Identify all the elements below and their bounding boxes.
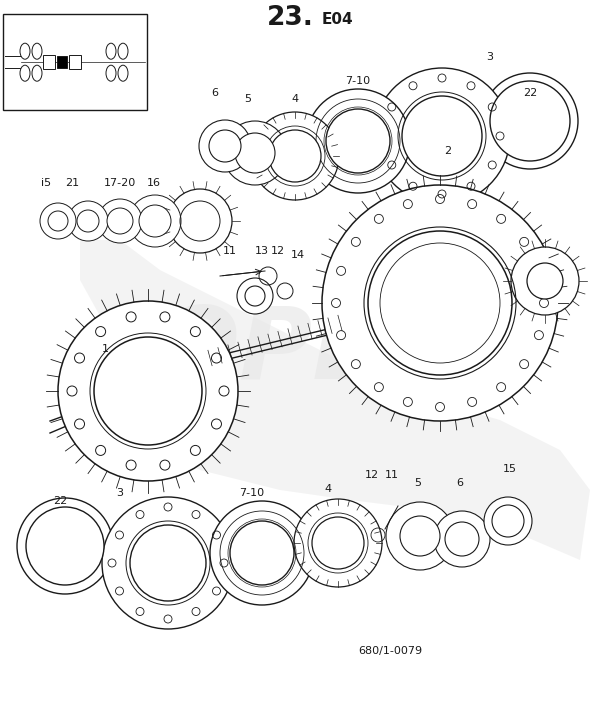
Ellipse shape xyxy=(20,65,30,81)
Circle shape xyxy=(102,497,234,629)
Text: 2: 2 xyxy=(445,146,452,156)
Text: 11: 11 xyxy=(385,470,399,480)
Bar xyxy=(69,55,81,69)
Circle shape xyxy=(98,199,142,243)
Text: 22: 22 xyxy=(523,88,537,98)
Text: E04: E04 xyxy=(322,13,353,28)
Circle shape xyxy=(17,498,113,594)
Circle shape xyxy=(312,517,364,569)
Text: 16: 16 xyxy=(147,178,161,188)
Circle shape xyxy=(368,231,512,375)
Circle shape xyxy=(199,120,251,172)
Circle shape xyxy=(237,278,273,314)
Circle shape xyxy=(482,73,578,169)
Text: 3: 3 xyxy=(487,52,493,62)
Circle shape xyxy=(245,286,265,306)
Circle shape xyxy=(40,203,76,239)
Circle shape xyxy=(374,68,510,204)
Circle shape xyxy=(129,195,181,247)
Text: 680/1-0079: 680/1-0079 xyxy=(358,646,422,656)
Text: 15: 15 xyxy=(503,464,517,474)
Circle shape xyxy=(26,507,104,585)
Circle shape xyxy=(58,301,238,481)
Text: 4: 4 xyxy=(292,94,299,104)
Text: 11: 11 xyxy=(223,246,237,256)
Circle shape xyxy=(386,502,454,570)
Circle shape xyxy=(326,109,390,173)
Text: 7-10: 7-10 xyxy=(346,76,371,86)
Ellipse shape xyxy=(118,43,128,59)
Circle shape xyxy=(434,511,490,567)
Text: 23.: 23. xyxy=(266,5,313,31)
Text: 13: 13 xyxy=(255,246,269,256)
Bar xyxy=(43,55,55,69)
Circle shape xyxy=(294,499,382,587)
Circle shape xyxy=(445,522,479,556)
Circle shape xyxy=(269,130,321,182)
Circle shape xyxy=(235,133,275,173)
Circle shape xyxy=(94,337,202,445)
Circle shape xyxy=(210,501,314,605)
Circle shape xyxy=(492,505,524,537)
Text: 17-20: 17-20 xyxy=(104,178,136,188)
Text: 6: 6 xyxy=(457,478,464,488)
Text: 5: 5 xyxy=(245,94,251,104)
Bar xyxy=(57,56,67,68)
Circle shape xyxy=(130,525,206,601)
Text: i5: i5 xyxy=(41,178,51,188)
Circle shape xyxy=(223,121,287,185)
Circle shape xyxy=(139,205,171,237)
Text: 4: 4 xyxy=(325,484,332,494)
Circle shape xyxy=(68,201,108,241)
Circle shape xyxy=(490,81,570,161)
Circle shape xyxy=(306,89,410,193)
Bar xyxy=(3,14,147,110)
Text: 1: 1 xyxy=(101,344,109,354)
Text: 12: 12 xyxy=(365,470,379,480)
Circle shape xyxy=(77,210,99,232)
Circle shape xyxy=(48,211,68,231)
Text: 5: 5 xyxy=(415,478,421,488)
Circle shape xyxy=(168,189,232,253)
Text: OPEN: OPEN xyxy=(155,302,465,400)
Ellipse shape xyxy=(32,65,42,81)
Text: 6: 6 xyxy=(212,88,218,98)
Ellipse shape xyxy=(106,43,116,59)
Ellipse shape xyxy=(32,43,42,59)
Text: 3: 3 xyxy=(116,488,124,498)
Ellipse shape xyxy=(106,65,116,81)
Circle shape xyxy=(400,516,440,556)
Circle shape xyxy=(230,521,294,585)
Text: 12: 12 xyxy=(271,246,285,256)
Polygon shape xyxy=(80,240,590,560)
Circle shape xyxy=(209,130,241,162)
Text: 14: 14 xyxy=(291,250,305,260)
Text: 22: 22 xyxy=(53,496,67,506)
Circle shape xyxy=(511,247,579,315)
Circle shape xyxy=(322,185,558,421)
Circle shape xyxy=(484,497,532,545)
Ellipse shape xyxy=(118,65,128,81)
Text: 21: 21 xyxy=(65,178,79,188)
Text: 7-10: 7-10 xyxy=(239,488,265,498)
Circle shape xyxy=(527,263,563,299)
Circle shape xyxy=(402,96,482,176)
Circle shape xyxy=(107,208,133,234)
Circle shape xyxy=(251,112,339,200)
Ellipse shape xyxy=(20,43,30,59)
